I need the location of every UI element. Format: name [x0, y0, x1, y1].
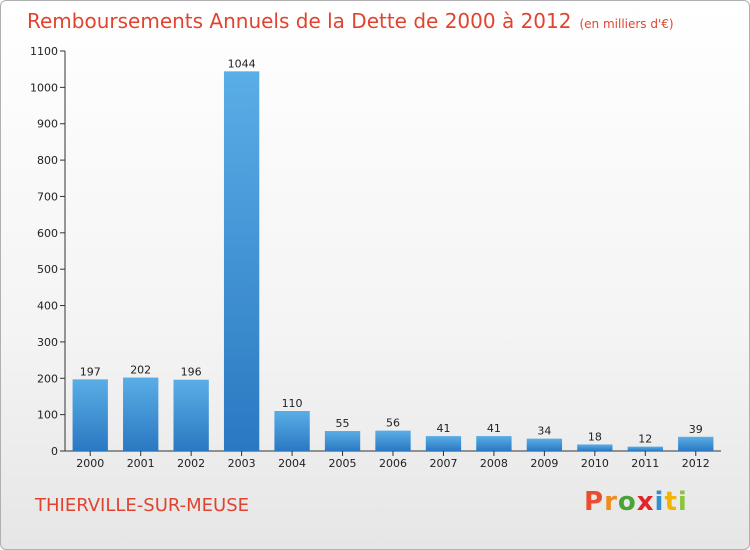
y-tick-label: 700: [37, 190, 58, 203]
data-label: 12: [638, 433, 652, 446]
data-label: 39: [689, 423, 703, 436]
x-tick-label: 2003: [228, 457, 256, 470]
bar: [324, 431, 361, 451]
bar: [375, 430, 411, 451]
y-tick-label: 600: [37, 227, 58, 240]
logo-letter: r: [604, 487, 618, 517]
y-tick-label: 900: [37, 118, 58, 131]
y-tick-label: 800: [37, 154, 58, 167]
logo-letter: i: [677, 487, 688, 517]
city-name: THIERVILLE-SUR-MEUSE: [35, 495, 250, 516]
y-tick-label: 1100: [30, 45, 58, 58]
data-label: 197: [80, 365, 101, 378]
x-tick-label: 2008: [480, 457, 508, 470]
x-tick-label: 2004: [278, 457, 306, 470]
bar: [223, 71, 260, 451]
y-tick-label: 0: [51, 445, 58, 458]
data-label: 18: [588, 430, 602, 443]
x-tick-label: 2010: [581, 457, 609, 470]
logo-letter: P: [584, 487, 605, 517]
proxiti-logo: Proxiti: [584, 487, 688, 517]
data-label: 56: [386, 417, 400, 430]
data-label: 55: [336, 417, 350, 430]
bar: [526, 438, 563, 451]
y-tick-label: 100: [37, 409, 58, 422]
x-tick-label: 2001: [127, 457, 155, 470]
data-label: 41: [487, 422, 501, 435]
x-tick-label: 2006: [379, 457, 407, 470]
bar: [274, 411, 310, 451]
data-label: 196: [181, 366, 202, 379]
logo-letter: i: [654, 487, 665, 517]
data-label: 41: [436, 422, 450, 435]
x-tick-label: 2002: [177, 457, 205, 470]
x-tick-label: 2012: [682, 457, 710, 470]
x-tick-label: 2011: [631, 457, 659, 470]
y-tick-label: 500: [37, 263, 58, 276]
bar: [577, 444, 613, 451]
bar: [627, 446, 663, 451]
x-tick-label: 2009: [530, 457, 558, 470]
bar: [476, 436, 512, 451]
bar: [678, 436, 714, 451]
chart-title-text: Remboursements Annuels de la Dette de 20…: [27, 9, 572, 33]
y-tick-label: 1000: [30, 81, 58, 94]
logo-letter: t: [664, 487, 678, 517]
x-tick-label: 2000: [76, 457, 104, 470]
data-label: 202: [130, 364, 151, 377]
data-label: 34: [537, 425, 551, 438]
x-tick-label: 2007: [429, 457, 457, 470]
bar: [173, 379, 209, 451]
chart-subtitle: (en milliers d'€): [579, 17, 674, 31]
bar: [72, 379, 108, 451]
data-label: 110: [282, 397, 303, 410]
x-tick-label: 2005: [329, 457, 357, 470]
bar: [425, 436, 462, 451]
chart-title: Remboursements Annuels de la Dette de 20…: [27, 9, 674, 33]
y-tick-label: 300: [37, 336, 58, 349]
logo-letter: x: [636, 487, 655, 517]
data-label: 1044: [228, 57, 256, 70]
y-tick-label: 400: [37, 300, 58, 313]
y-tick-label: 200: [37, 372, 58, 385]
bar: [123, 377, 159, 451]
logo-letter: o: [617, 487, 637, 517]
